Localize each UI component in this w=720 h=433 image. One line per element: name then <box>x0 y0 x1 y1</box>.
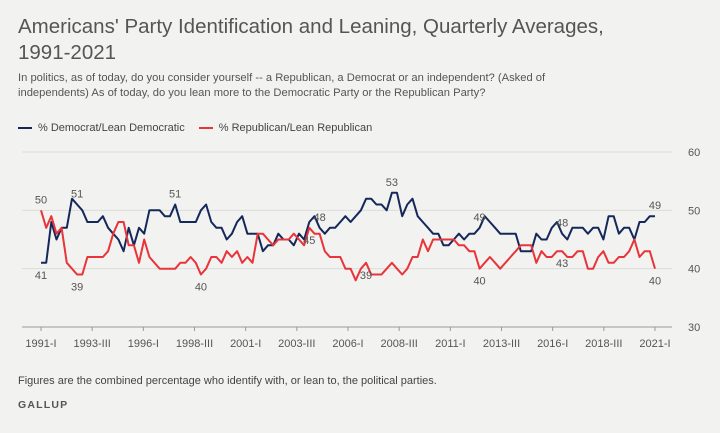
x-tick-label: 2008-III <box>381 338 418 350</box>
x-tick-label: 1996-I <box>128 338 159 350</box>
x-tick-label: 1998-III <box>176 338 213 350</box>
data-label: 39 <box>360 270 372 282</box>
legend-swatch-republican <box>198 127 213 129</box>
x-tick-label: 1993-III <box>74 338 111 350</box>
republican-series-line <box>40 210 656 282</box>
y-tick-label-60: 60 <box>688 147 700 159</box>
legend-swatch-democrat <box>18 127 32 129</box>
data-label: 49 <box>649 200 661 212</box>
data-label: 40 <box>195 282 207 294</box>
data-label: 41 <box>35 270 47 282</box>
x-tick-label: 1991-I <box>25 338 56 350</box>
data-label: 53 <box>386 177 398 189</box>
x-tick-label: 2011-I <box>435 338 465 350</box>
x-tick-label: 2001-I <box>230 338 261 350</box>
data-label: 49 <box>473 212 485 224</box>
data-label: 45 <box>303 235 315 247</box>
line-chart: 30 40 50 60 1991-I 1993-III 1996-I 1998-III 200… <box>22 147 700 350</box>
chart-title: Americans' Party Identification and Lean… <box>18 15 604 64</box>
data-label: 43 <box>556 258 568 270</box>
data-label: 51 <box>169 189 181 201</box>
x-tick-label: 2018-III <box>585 338 622 350</box>
x-axis: 1991-I 1993-III 1996-I 1998-III 2001-I 2003-I… <box>22 326 672 350</box>
y-tick-label-30: 30 <box>688 322 700 334</box>
series-lines <box>40 191 656 282</box>
legend-label-democrat: % Democrat/Lean Democratic <box>38 122 185 134</box>
y-tick-label-50: 50 <box>688 205 700 217</box>
legend-label-republican: % Republican/Lean Republican <box>218 122 373 134</box>
legend: % Democrat/Lean Democratic % Republican/… <box>18 122 372 134</box>
democrat-series-line <box>41 191 655 264</box>
x-tick-label: 2006-I <box>332 338 363 350</box>
x-tick-label: 2003-III <box>278 338 315 350</box>
x-tick-label: 2013-III <box>483 338 520 350</box>
data-label: 50 <box>35 194 47 206</box>
data-label: 48 <box>556 218 568 230</box>
y-tick-label-40: 40 <box>688 264 700 276</box>
legend-item-democrat: % Democrat/Lean Democratic <box>18 122 185 134</box>
data-label: 40 <box>649 276 661 288</box>
data-labels: 41 51 51 48 53 49 48 49 50 39 40 45 39 40 43 40 <box>35 177 661 294</box>
data-label: 51 <box>71 189 83 201</box>
x-tick-label: 2016-I <box>537 338 568 350</box>
gallup-logo: GALLUP <box>18 399 69 411</box>
legend-item-republican: % Republican/Lean Republican <box>198 122 373 134</box>
data-label: 48 <box>313 212 325 224</box>
footnote: Figures are the combined percentage who … <box>18 375 437 387</box>
y-axis-ticks: 30 40 50 60 <box>688 147 700 334</box>
data-label: 40 <box>473 276 485 288</box>
chart-subtitle: In politics, as of today, do you conside… <box>18 72 546 99</box>
x-tick-label: 2021-I <box>639 338 670 350</box>
data-label: 39 <box>71 282 83 294</box>
grid-lines <box>22 151 672 328</box>
